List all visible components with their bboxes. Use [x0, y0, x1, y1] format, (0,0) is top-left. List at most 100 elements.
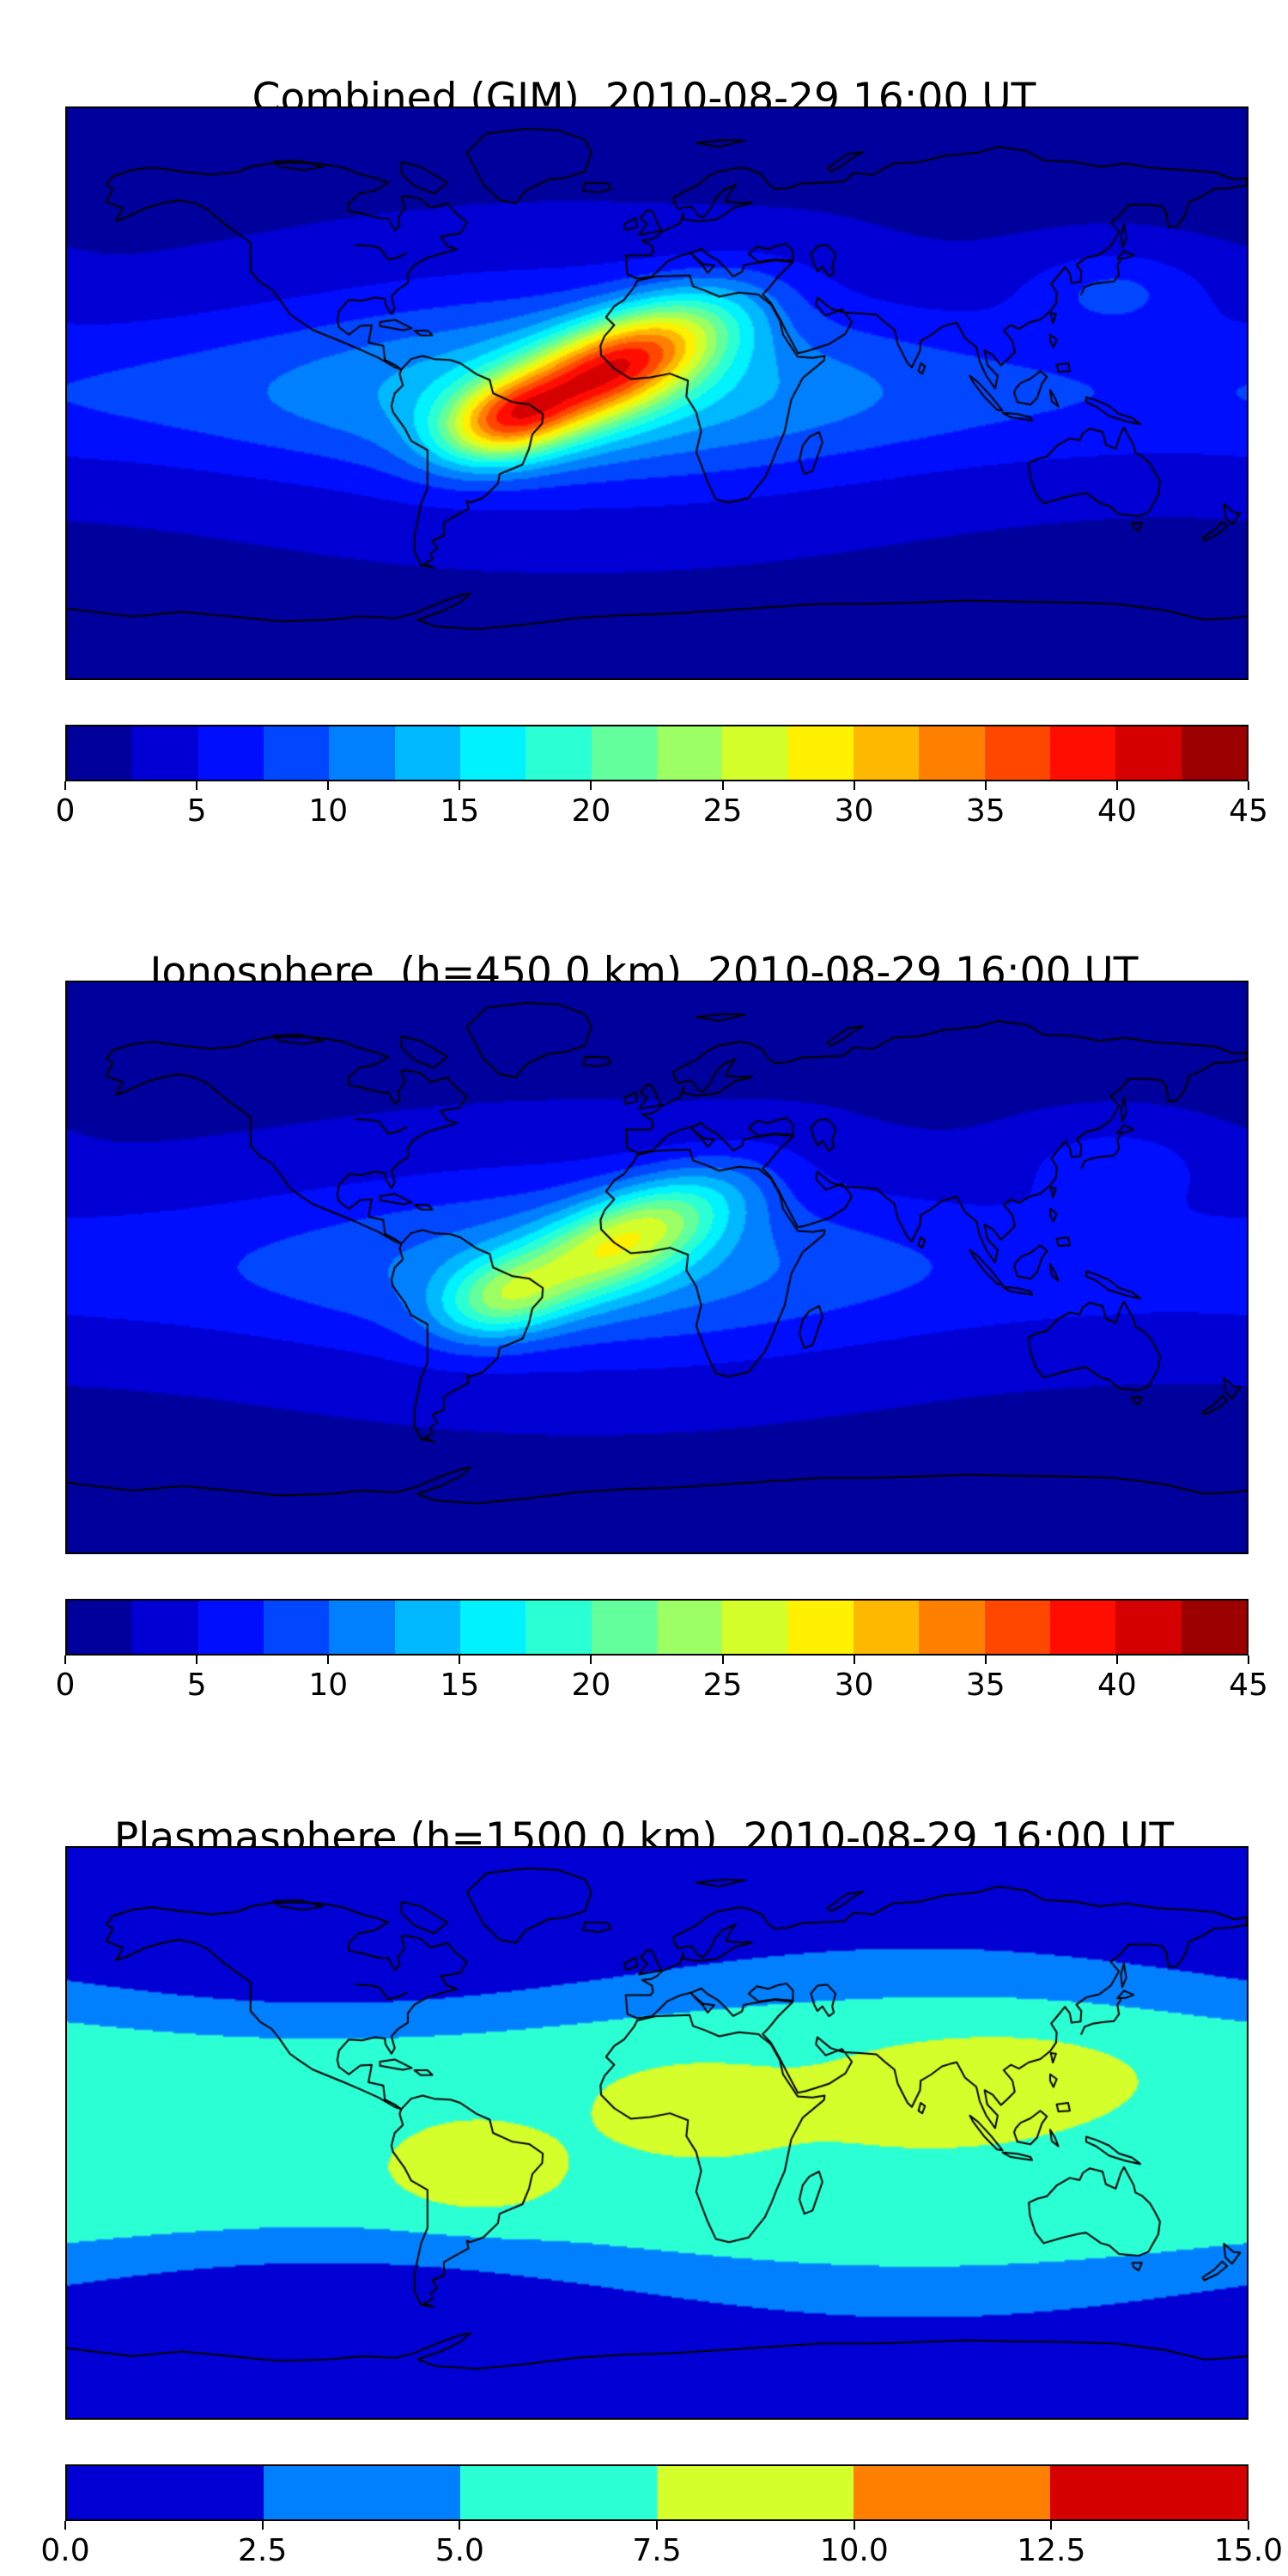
- colorbar-segment: [526, 1601, 592, 1654]
- colorbar-tick: [64, 2521, 66, 2530]
- colorbar-segment: [394, 726, 460, 780]
- panel-plasmasphere: Plasmasphere (h=1500.0 km), 2010-08-29 1…: [0, 1777, 1288, 2576]
- colorbar-segment: [132, 726, 198, 780]
- colorbar-tick-label: 0: [55, 793, 76, 829]
- colorbar-tick-label: 45: [1229, 1668, 1268, 1703]
- colorbar-segment: [459, 1601, 526, 1654]
- colorbar-segment: [1181, 726, 1247, 780]
- colorbar-segment: [591, 726, 657, 780]
- colorbar-ticks-ionosphere: 0 5 10 15 20 25 30 35 40 45: [56, 1656, 1268, 1717]
- colorbar-tick: [721, 781, 724, 790]
- colorbar-tick-label: 35: [965, 1668, 1005, 1703]
- colorbar-tick-label: 20: [571, 1668, 611, 1703]
- colorbar-segment: [984, 726, 1050, 780]
- colorbar-tick-label: 15: [440, 793, 480, 829]
- colorbar-tick-label: 25: [702, 1668, 743, 1703]
- colorbar-tick: [196, 781, 198, 790]
- colorbar-segment: [984, 1601, 1050, 1654]
- colorbar-tick-label: 10: [308, 793, 349, 829]
- colorbar-segment: [197, 726, 264, 780]
- colorbar-segment: [656, 1601, 723, 1654]
- colorbar-tick: [984, 1656, 987, 1664]
- colorbar-segment: [854, 2466, 1050, 2519]
- map-frame-plasmasphere: [65, 1846, 1249, 2420]
- colorbar-tick-label: 12.5: [1017, 2533, 1086, 2568]
- colorbar-segment: [67, 2466, 264, 2519]
- colorbar-tick: [196, 1656, 198, 1664]
- colorbar-tick: [1115, 781, 1118, 790]
- colorbar-segment: [263, 726, 330, 780]
- map-frame-combined: [65, 106, 1249, 680]
- colorbar-segment: [1050, 2466, 1247, 2519]
- colorbar-tick: [1248, 2521, 1249, 2530]
- colorbar-tick-label: 45: [1229, 793, 1268, 829]
- colorbar-tick: [590, 1656, 592, 1664]
- colorbar-tick-label: 2.5: [238, 2533, 288, 2568]
- colorbar-segment: [67, 726, 133, 780]
- colorbar-segment: [853, 726, 920, 780]
- colorbar-ticks-plasmasphere: 0.0 2.5 5.0 7.5 10.0 12.5 15.0: [40, 2521, 1283, 2576]
- colorbar-segment: [722, 1601, 788, 1654]
- colorbar-tick: [261, 2521, 264, 2530]
- colorbar-tick: [327, 1656, 330, 1664]
- colorbar-tick: [853, 2521, 855, 2530]
- colorbar-tick: [853, 781, 855, 790]
- panel-combined-gim: Combined (GIM), 2010-08-29 16:00 UT 0 5 10…: [0, 38, 1288, 845]
- colorbar-tick-label: 5.0: [434, 2533, 484, 2568]
- colorbar-tick: [590, 781, 592, 790]
- colorbar-tick: [459, 1656, 461, 1664]
- colorbar-tick-label: 5: [186, 1668, 207, 1703]
- colorbar-tick-label: 10: [308, 1668, 349, 1703]
- colorbar-ionosphere: [65, 1599, 1249, 1656]
- colorbar-tick-label: 10.0: [819, 2533, 889, 2568]
- panel-ionosphere: Ionosphere (h=450.0 km), 2010-08-29 16:0…: [0, 912, 1288, 1719]
- colorbar-tick: [64, 1656, 66, 1664]
- colorbar-segment: [197, 1601, 264, 1654]
- colorbar-tick-label: 30: [834, 1668, 874, 1703]
- colorbar-segment: [657, 2466, 854, 2519]
- colorbar-segment: [329, 726, 395, 780]
- colorbar-tick: [1050, 2521, 1053, 2530]
- colorbar-tick: [1248, 1656, 1249, 1664]
- colorbar-combined: [65, 725, 1249, 781]
- colorbar-tick-label: 15: [440, 1668, 480, 1703]
- colorbar-tick-label: 40: [1097, 793, 1137, 829]
- colorbar-segment: [919, 726, 985, 780]
- colorbar-segment: [722, 726, 788, 780]
- colorbar-tick-label: 7.5: [632, 2533, 682, 2568]
- colorbar-segment: [656, 726, 723, 780]
- colorbar-segment: [1049, 1601, 1116, 1654]
- colorbar-segment: [263, 1601, 330, 1654]
- world-map-canvas-ionosphere: [67, 982, 1247, 1552]
- colorbar-tick: [459, 781, 461, 790]
- map-frame-ionosphere: [65, 981, 1249, 1554]
- colorbar-tick-label: 5: [186, 793, 207, 829]
- colorbar-segment: [264, 2466, 460, 2519]
- colorbar-tick: [64, 781, 66, 790]
- colorbar-tick: [721, 1656, 724, 1664]
- colorbar-segment: [787, 726, 854, 780]
- colorbar-tick-label: 0: [55, 1668, 76, 1703]
- colorbar-tick: [327, 781, 330, 790]
- colorbar-segment: [919, 1601, 985, 1654]
- colorbar-segment: [394, 1601, 460, 1654]
- colorbar-ticks-combined: 0 5 10 15 20 25 30 35 40 45: [56, 781, 1268, 843]
- colorbar-tick: [459, 2521, 461, 2530]
- colorbar-tick-label: 25: [702, 793, 743, 829]
- colorbar-tick: [1248, 781, 1249, 790]
- colorbar-segment: [787, 1601, 854, 1654]
- colorbar-segment: [67, 1601, 133, 1654]
- colorbar-segment: [526, 726, 592, 780]
- colorbar-tick-label: 35: [965, 793, 1005, 829]
- colorbar-plasmasphere: [65, 2464, 1249, 2521]
- colorbar-tick-label: 30: [834, 793, 874, 829]
- colorbar-segment: [1115, 1601, 1182, 1654]
- colorbar-segment: [591, 1601, 657, 1654]
- colorbar-segment: [459, 726, 526, 780]
- colorbar-segment: [329, 1601, 395, 1654]
- colorbar-tick-label: 20: [571, 793, 611, 829]
- colorbar-tick: [1115, 1656, 1118, 1664]
- colorbar-tick: [853, 1656, 855, 1664]
- world-map-canvas-plasmasphere: [67, 1848, 1247, 2418]
- colorbar-segment: [132, 1601, 198, 1654]
